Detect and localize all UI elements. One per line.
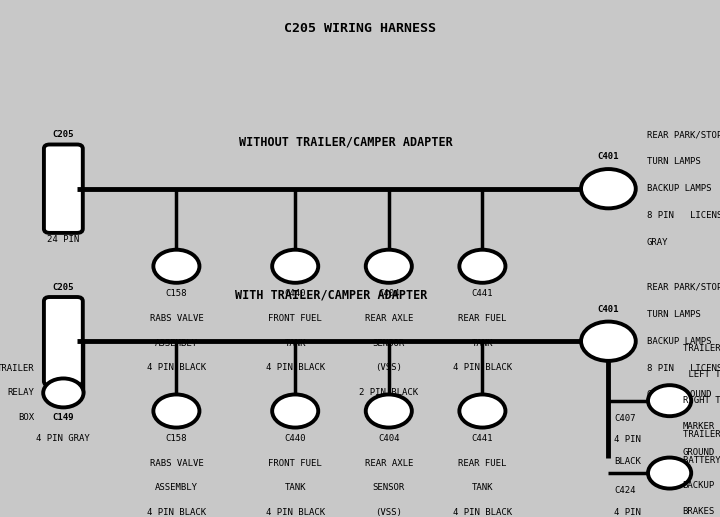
Circle shape [153, 394, 199, 428]
Text: 24 PIN: 24 PIN [48, 388, 79, 397]
Text: RABS VALVE: RABS VALVE [150, 459, 203, 467]
Text: REAR PARK/STOP: REAR PARK/STOP [647, 283, 720, 292]
Text: C440: C440 [284, 434, 306, 443]
Text: C158: C158 [166, 434, 187, 443]
Text: REAR FUEL: REAR FUEL [458, 459, 507, 467]
Text: C205: C205 [53, 283, 74, 292]
Text: SENSOR: SENSOR [373, 483, 405, 492]
Circle shape [153, 250, 199, 283]
Text: LEFT TURN: LEFT TURN [683, 370, 720, 379]
Text: REAR AXLE: REAR AXLE [364, 314, 413, 323]
Circle shape [459, 250, 505, 283]
Text: TANK: TANK [284, 339, 306, 347]
Text: C441: C441 [472, 289, 493, 298]
Text: BLACK: BLACK [614, 457, 641, 466]
Text: TURN LAMPS: TURN LAMPS [647, 310, 701, 319]
Text: C407: C407 [614, 414, 636, 422]
Circle shape [272, 250, 318, 283]
Text: C404: C404 [378, 434, 400, 443]
Text: 4 PIN: 4 PIN [614, 508, 641, 516]
Text: 4 PIN BLACK: 4 PIN BLACK [266, 363, 325, 372]
Circle shape [581, 169, 636, 208]
Text: C401: C401 [598, 153, 619, 161]
Text: BACKUP LAMPS: BACKUP LAMPS [647, 337, 711, 346]
Text: WITH TRAILER/CAMPER ADAPTER: WITH TRAILER/CAMPER ADAPTER [235, 288, 428, 301]
Text: TRAILER: TRAILER [0, 363, 35, 373]
Text: 4 PIN BLACK: 4 PIN BLACK [453, 508, 512, 517]
Text: C158: C158 [166, 289, 187, 298]
Text: BACKUP LAMPS: BACKUP LAMPS [647, 184, 711, 193]
Text: RELAY: RELAY [8, 388, 35, 398]
Text: FRONT FUEL: FRONT FUEL [269, 459, 322, 467]
Text: FRONT FUEL: FRONT FUEL [269, 314, 322, 323]
Text: 4 PIN BLACK: 4 PIN BLACK [453, 363, 512, 372]
Circle shape [366, 250, 412, 283]
Text: REAR PARK/STOP: REAR PARK/STOP [647, 130, 720, 140]
Text: RABS VALVE: RABS VALVE [150, 314, 203, 323]
Text: GRAY  GROUND: GRAY GROUND [647, 390, 711, 400]
Text: 4 PIN BLACK: 4 PIN BLACK [147, 363, 206, 372]
Text: BATTERY CHARGE: BATTERY CHARGE [683, 455, 720, 465]
Text: (VSS): (VSS) [375, 363, 402, 372]
Text: TURN LAMPS: TURN LAMPS [647, 157, 701, 166]
Text: C401: C401 [598, 305, 619, 314]
Text: 4 PIN BLACK: 4 PIN BLACK [266, 508, 325, 517]
Text: ASSEMBLY: ASSEMBLY [155, 483, 198, 492]
Text: 8 PIN   LICENSE LAMPS: 8 PIN LICENSE LAMPS [647, 211, 720, 220]
Text: MARKER: MARKER [683, 422, 715, 431]
Text: 4 PIN BLACK: 4 PIN BLACK [147, 508, 206, 517]
Text: (VSS): (VSS) [375, 508, 402, 517]
Text: WITHOUT TRAILER/CAMPER ADAPTER: WITHOUT TRAILER/CAMPER ADAPTER [239, 135, 452, 149]
Text: C440: C440 [284, 289, 306, 298]
Circle shape [272, 394, 318, 428]
Circle shape [43, 378, 84, 407]
FancyBboxPatch shape [44, 145, 83, 233]
Text: 4 PIN GRAY: 4 PIN GRAY [37, 434, 90, 443]
Text: BACKUP: BACKUP [683, 481, 715, 491]
Text: TANK: TANK [472, 483, 493, 492]
Text: TRAILER WIRES: TRAILER WIRES [683, 430, 720, 439]
Text: C424: C424 [614, 486, 636, 495]
Text: RIGHT TURN: RIGHT TURN [683, 396, 720, 405]
Circle shape [459, 394, 505, 428]
Text: GROUND: GROUND [683, 448, 715, 457]
Text: TANK: TANK [284, 483, 306, 492]
Text: C205 WIRING HARNESS: C205 WIRING HARNESS [284, 22, 436, 35]
Text: 4 PIN: 4 PIN [614, 435, 641, 444]
Text: C149: C149 [53, 413, 74, 421]
Text: 8 PIN   LICENSE LAMPS: 8 PIN LICENSE LAMPS [647, 363, 720, 373]
Text: TRAILER WIRES: TRAILER WIRES [683, 344, 720, 354]
Text: SENSOR: SENSOR [373, 339, 405, 347]
Text: C404: C404 [378, 289, 400, 298]
FancyBboxPatch shape [44, 297, 83, 386]
Text: REAR AXLE: REAR AXLE [364, 459, 413, 467]
Text: REAR FUEL: REAR FUEL [458, 314, 507, 323]
Circle shape [366, 394, 412, 428]
Text: 24 PIN: 24 PIN [48, 235, 79, 244]
Text: 2 PIN BLACK: 2 PIN BLACK [359, 388, 418, 397]
Circle shape [581, 322, 636, 361]
Circle shape [648, 458, 691, 489]
Text: C205: C205 [53, 130, 74, 139]
Text: GRAY: GRAY [647, 238, 668, 247]
Text: ASSEMBLY: ASSEMBLY [155, 339, 198, 347]
Text: BOX: BOX [19, 413, 35, 422]
Circle shape [648, 385, 691, 416]
Text: BRAKES: BRAKES [683, 507, 715, 516]
Text: TANK: TANK [472, 339, 493, 347]
Text: C441: C441 [472, 434, 493, 443]
